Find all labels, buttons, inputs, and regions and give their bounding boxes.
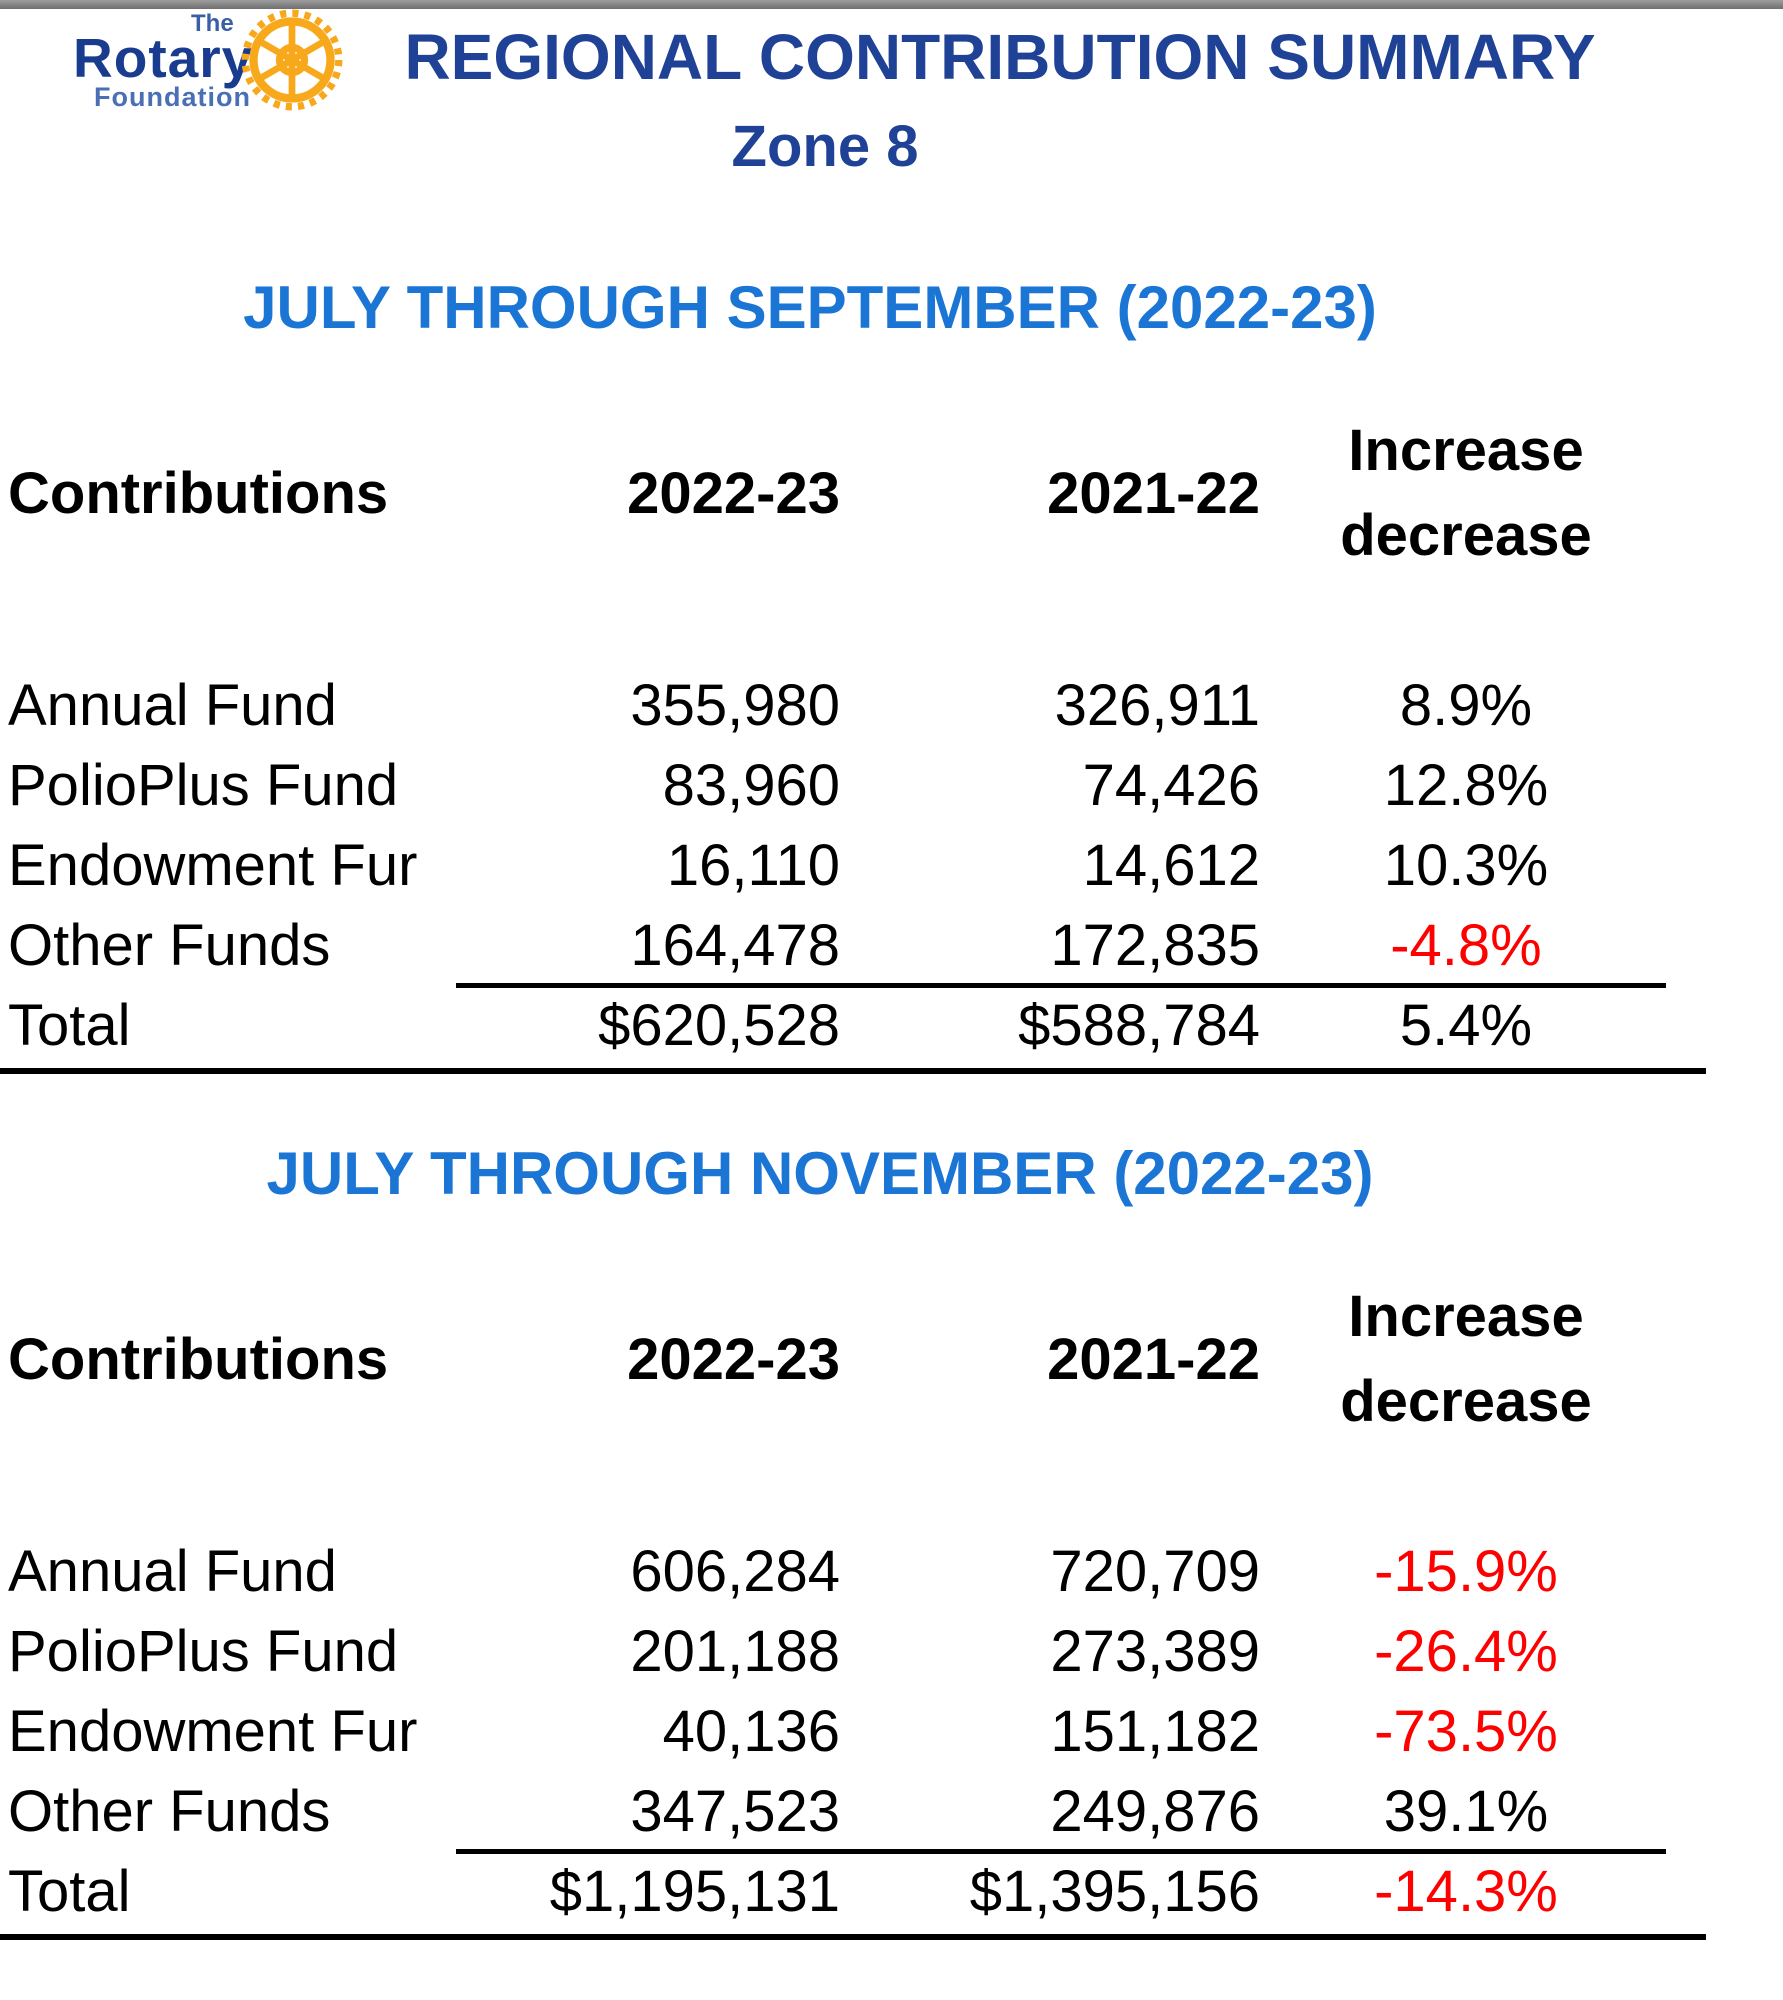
row-label: PolioPlus Fund <box>8 1619 399 1684</box>
row-label: Other Funds <box>8 1779 331 1844</box>
column-header-decrease: decrease <box>1340 503 1592 568</box>
table-bottom-rule <box>0 1934 1706 1940</box>
column-header-2022-23: 2022-23 <box>627 1326 840 1392</box>
page-subtitle: Zone 8 <box>731 114 919 179</box>
change-percent: 39.1% <box>1383 1779 1549 1844</box>
column-header-increase-decrease: Increase decrease <box>1266 1274 1666 1444</box>
value-2022-23: 347,523 <box>630 1779 840 1844</box>
change-percent: -4.8% <box>1390 913 1542 978</box>
value-2021-22: 249,876 <box>1050 1779 1260 1844</box>
logo-foundation-text: Foundation <box>94 82 251 112</box>
value-2021-22: 172,835 <box>1050 913 1260 978</box>
change-percent: 8.9% <box>1399 673 1533 738</box>
section-heading-july-september: JULY THROUGH SEPTEMBER (2022-23) <box>243 274 1377 341</box>
value-2021-22: 74,426 <box>1082 753 1260 818</box>
change-percent: -15.9% <box>1374 1539 1558 1604</box>
total-change-percent: 5.4% <box>1399 993 1533 1058</box>
column-header-increase-decrease: Increase decrease <box>1266 408 1666 578</box>
change-percent: -73.5% <box>1374 1699 1558 1764</box>
value-2022-23: 16,110 <box>666 833 840 898</box>
contribution-table-july-september: Contributions 2022-23 2021-22 Increase d… <box>0 408 1706 1074</box>
column-header-2022-23: 2022-23 <box>627 460 840 526</box>
total-2022-23: $620,528 <box>598 993 840 1058</box>
value-2021-22: 151,182 <box>1050 1699 1260 1764</box>
table-row-endowment-fund: Endowment Fur 16,110 14,612 10.3% <box>6 826 1666 906</box>
row-label: Annual Fund <box>8 673 337 738</box>
table-row-polioplus-fund: PolioPlus Fund 83,960 74,426 12.8% <box>6 746 1666 826</box>
total-2022-23: $1,195,131 <box>549 1859 840 1924</box>
section-heading-july-november: JULY THROUGH NOVEMBER (2022-23) <box>266 1140 1374 1207</box>
top-bar <box>0 0 1783 9</box>
value-2021-22: 720,709 <box>1050 1539 1260 1604</box>
table-total-row: Total $1,195,131 $1,395,156 -14.3% <box>6 1849 1666 1932</box>
table-row-endowment-fund: Endowment Fur 40,136 151,182 -73.5% <box>6 1692 1666 1772</box>
table-header-row: Contributions 2022-23 2021-22 Increase d… <box>6 1274 1666 1444</box>
logo-the-text: The <box>191 10 234 37</box>
table-row-annual-fund: Annual Fund 355,980 326,911 8.9% <box>6 666 1666 746</box>
row-label: Total <box>8 993 131 1058</box>
table-row-annual-fund: Annual Fund 606,284 720,709 -15.9% <box>6 1532 1666 1612</box>
contribution-table-july-november: Contributions 2022-23 2021-22 Increase d… <box>0 1274 1706 1940</box>
value-2021-22: 14,612 <box>1082 833 1260 898</box>
value-2022-23: 164,478 <box>630 913 840 978</box>
table-row-polioplus-fund: PolioPlus Fund 201,188 273,389 -26.4% <box>6 1612 1666 1692</box>
table-row-other-funds: Other Funds 164,478 172,835 -4.8% <box>6 906 1666 986</box>
column-header-increase: Increase <box>1348 1284 1584 1349</box>
table-total-row: Total $620,528 $588,784 5.4% <box>6 983 1666 1066</box>
change-percent: 12.8% <box>1383 753 1549 818</box>
value-2021-22: 273,389 <box>1050 1619 1260 1684</box>
value-2022-23: 355,980 <box>630 673 840 738</box>
table-row-other-funds: Other Funds 347,523 249,876 39.1% <box>6 1772 1666 1852</box>
table-bottom-rule <box>0 1068 1706 1074</box>
row-label: Annual Fund <box>8 1539 337 1604</box>
value-2022-23: 40,136 <box>662 1699 840 1764</box>
total-change-percent: -14.3% <box>1374 1859 1558 1924</box>
change-percent: -26.4% <box>1374 1619 1558 1684</box>
column-header-increase: Increase <box>1348 418 1584 483</box>
value-2022-23: 201,188 <box>630 1619 840 1684</box>
rotary-foundation-logo: The Rotary Foundation <box>50 8 370 116</box>
table-header-row: Contributions 2022-23 2021-22 Increase d… <box>6 408 1666 578</box>
total-2021-22: $588,784 <box>1018 993 1260 1058</box>
row-label: Other Funds <box>8 913 331 978</box>
column-header-contributions: Contributions <box>8 460 389 526</box>
row-label: PolioPlus Fund <box>8 753 399 818</box>
logo-rotary-text: Rotary <box>73 27 254 89</box>
row-label: Endowment Fur <box>8 833 418 898</box>
value-2022-23: 83,960 <box>662 753 840 818</box>
column-header-contributions: Contributions <box>8 1326 389 1392</box>
value-2022-23: 606,284 <box>630 1539 840 1604</box>
column-header-decrease: decrease <box>1340 1369 1592 1434</box>
rotary-wheel-icon <box>241 9 343 111</box>
value-2021-22: 326,911 <box>1054 673 1260 738</box>
change-percent: 10.3% <box>1383 833 1549 898</box>
column-header-2021-22: 2021-22 <box>1047 460 1260 526</box>
row-label: Total <box>8 1859 131 1924</box>
total-2021-22: $1,395,156 <box>969 1859 1260 1924</box>
row-label: Endowment Fur <box>8 1699 418 1764</box>
page-title: REGIONAL CONTRIBUTION SUMMARY <box>404 21 1596 93</box>
column-header-2021-22: 2021-22 <box>1047 1326 1260 1392</box>
